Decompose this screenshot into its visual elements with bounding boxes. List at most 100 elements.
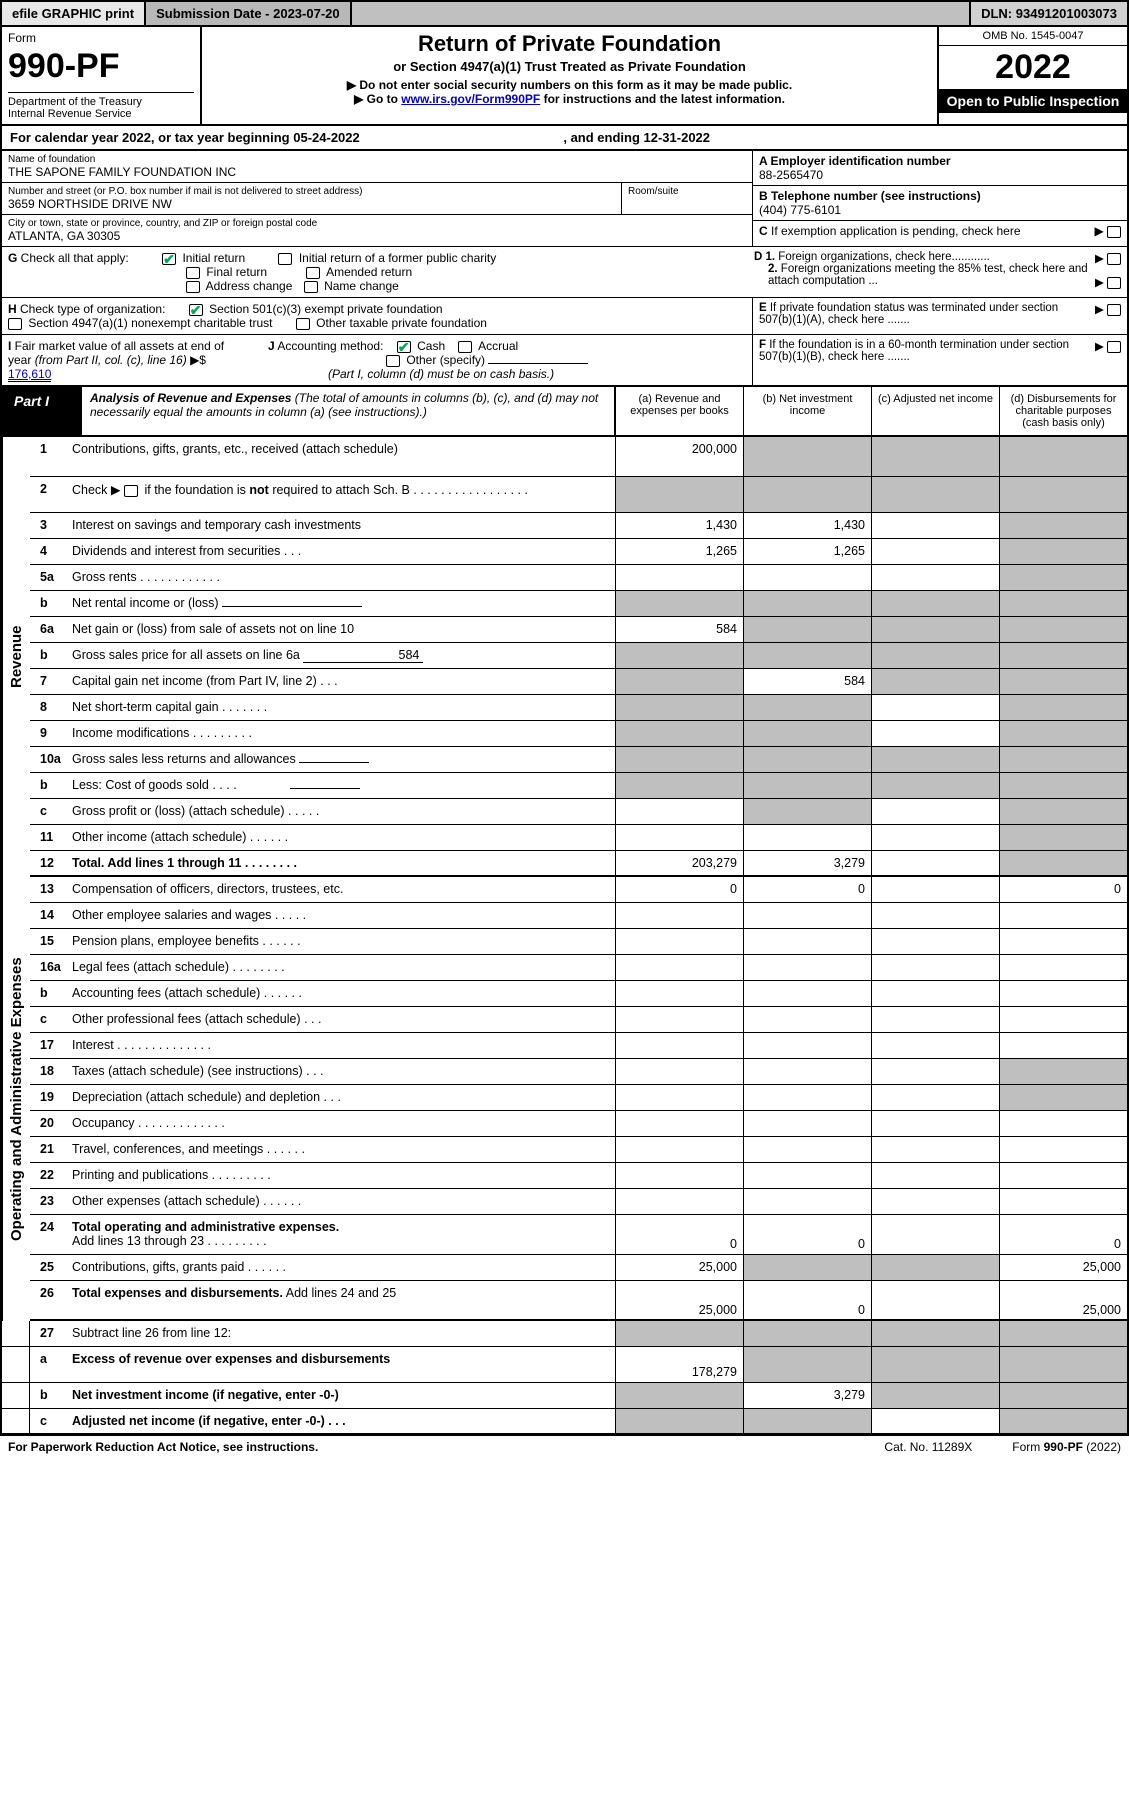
revenue-sidelabel: Revenue bbox=[2, 437, 30, 877]
d2-row: 2. Foreign organizations meeting the 85%… bbox=[754, 263, 1121, 287]
chk-accrual[interactable] bbox=[458, 341, 472, 353]
chk-schb[interactable] bbox=[124, 485, 138, 497]
f-checkbox[interactable] bbox=[1107, 341, 1121, 353]
l1-b bbox=[743, 437, 871, 476]
l1-c bbox=[871, 437, 999, 476]
d1-checkbox[interactable] bbox=[1107, 253, 1121, 265]
chk-final[interactable] bbox=[186, 267, 200, 279]
line-21: 21Travel, conferences, and meetings . . … bbox=[30, 1137, 1127, 1163]
chk-amended[interactable] bbox=[306, 267, 320, 279]
line-16b: bAccounting fees (attach schedule) . . .… bbox=[30, 981, 1127, 1007]
form-id-block: Form 990-PF Department of the Treasury I… bbox=[2, 27, 202, 124]
lbl-cash: Cash bbox=[417, 339, 445, 353]
l12-a: 203,279 bbox=[615, 851, 743, 875]
chk-cash[interactable] bbox=[397, 341, 411, 353]
c-cell: C If exemption application is pending, c… bbox=[753, 221, 1127, 241]
subdate-btn[interactable]: Submission Date - 2023-07-20 bbox=[146, 2, 352, 25]
d2-checkbox[interactable] bbox=[1107, 277, 1121, 289]
l26-b: 0 bbox=[743, 1281, 871, 1319]
chk-initial-former[interactable] bbox=[278, 253, 292, 265]
phone-val: (404) 775-6101 bbox=[759, 203, 1121, 217]
col-d-head: (d) Disbursements for charitable purpose… bbox=[999, 387, 1127, 435]
addr-val: 3659 NORTHSIDE DRIVE NW bbox=[8, 197, 615, 211]
calyear-pre: For calendar year 2022, or tax year begi… bbox=[10, 130, 293, 145]
l4-b: 1,265 bbox=[743, 539, 871, 564]
line-5b: b Net rental income or (loss) bbox=[30, 591, 1127, 617]
col-a-head: (a) Revenue and expenses per books bbox=[615, 387, 743, 435]
form-subtitle: or Section 4947(a)(1) Trust Treated as P… bbox=[214, 59, 925, 74]
line-27c: c Adjusted net income (if negative, ente… bbox=[2, 1409, 1127, 1435]
line-8: 8Net short-term capital gain . . . . . .… bbox=[30, 695, 1127, 721]
form-ref: Form 990-PF (2022) bbox=[1012, 1440, 1121, 1454]
chk-namechg[interactable] bbox=[304, 281, 318, 293]
lbl-amended: Amended return bbox=[326, 265, 412, 279]
form-title: Return of Private Foundation bbox=[214, 31, 925, 57]
phone-cell: B Telephone number (see instructions) (4… bbox=[753, 186, 1127, 221]
subdate-label: Submission Date - bbox=[156, 6, 273, 21]
calendar-year-row: For calendar year 2022, or tax year begi… bbox=[0, 126, 1129, 149]
line-12: 12 Total. Add lines 1 through 11 . . . .… bbox=[30, 851, 1127, 877]
l6a-a: 584 bbox=[615, 617, 743, 642]
calyear-end: 12-31-2022 bbox=[644, 130, 711, 145]
j-note: (Part I, column (d) must be on cash basi… bbox=[328, 367, 554, 381]
calyear-mid: , and ending bbox=[560, 130, 644, 145]
lbl-initial-former: Initial return of a former public charit… bbox=[299, 251, 496, 265]
city-val: ATLANTA, GA 30305 bbox=[8, 229, 746, 243]
chk-4947[interactable] bbox=[8, 318, 22, 330]
ij-row: I Fair market value of all assets at end… bbox=[0, 335, 1129, 387]
chk-addrchg[interactable] bbox=[186, 281, 200, 293]
open-to-public: Open to Public Inspection bbox=[939, 89, 1127, 113]
irs-link[interactable]: www.irs.gov/Form990PF bbox=[401, 92, 540, 106]
l27b-b: 3,279 bbox=[743, 1383, 871, 1408]
form-note1: ▶ Do not enter social security numbers o… bbox=[214, 78, 925, 92]
line-20: 20Occupancy . . . . . . . . . . . . . bbox=[30, 1111, 1127, 1137]
chk-501c3[interactable] bbox=[189, 304, 203, 316]
topbar: efile GRAPHIC print Submission Date - 20… bbox=[0, 0, 1129, 27]
chk-other-method[interactable] bbox=[386, 355, 400, 367]
lbl-namechg: Name change bbox=[324, 279, 399, 293]
name-label: Name of foundation bbox=[8, 154, 746, 165]
l26-a: 25,000 bbox=[615, 1281, 743, 1319]
l3-a: 1,430 bbox=[615, 513, 743, 538]
fmv-link[interactable]: 176,610 bbox=[8, 367, 51, 382]
dept: Department of the Treasury Internal Reve… bbox=[8, 92, 194, 120]
city-label: City or town, state or province, country… bbox=[8, 218, 746, 229]
col-c-head: (c) Adjusted net income bbox=[871, 387, 999, 435]
f-cell: ▶ F If the foundation is in a 60-month t… bbox=[752, 335, 1127, 385]
efile-btn[interactable]: efile GRAPHIC print bbox=[2, 2, 146, 25]
line-14: 14Other employee salaries and wages . . … bbox=[30, 903, 1127, 929]
note2-post: for instructions and the latest informat… bbox=[540, 92, 785, 106]
cat-number: Cat. No. 11289X bbox=[884, 1440, 972, 1454]
omb-number: OMB No. 1545-0047 bbox=[939, 27, 1127, 46]
line-10a: 10a Gross sales less returns and allowan… bbox=[30, 747, 1127, 773]
opex-sidelabel: Operating and Administrative Expenses bbox=[2, 877, 30, 1321]
tax-year: 2022 bbox=[939, 46, 1127, 89]
lbl-other-tax: Other taxable private foundation bbox=[316, 316, 487, 330]
e-cell: ▶ E If private foundation status was ter… bbox=[752, 298, 1127, 334]
calyear-begin: 05-24-2022 bbox=[293, 130, 360, 145]
chk-initial-return[interactable] bbox=[162, 253, 176, 265]
d1-row: D 1. Foreign organizations, check here..… bbox=[754, 251, 1121, 263]
h-label: H Check type of organization: bbox=[8, 302, 165, 316]
line-6a: 6a Net gain or (loss) from sale of asset… bbox=[30, 617, 1127, 643]
l13-d: 0 bbox=[999, 877, 1127, 902]
page-footer: For Paperwork Reduction Act Notice, see … bbox=[0, 1435, 1129, 1458]
ein-label: A Employer identification number bbox=[759, 154, 1121, 168]
line-27b: b Net investment income (if negative, en… bbox=[2, 1383, 1127, 1409]
lbl-addrchg: Address change bbox=[206, 279, 293, 293]
addr-label: Number and street (or P.O. box number if… bbox=[8, 186, 615, 197]
addr-cell: Number and street (or P.O. box number if… bbox=[2, 183, 622, 215]
lbl-other-method: Other (specify) bbox=[406, 353, 485, 367]
line-25: 25Contributions, gifts, grants paid . . … bbox=[30, 1255, 1127, 1281]
dln: DLN: 93491201003073 bbox=[969, 2, 1127, 25]
line-4: 4 Dividends and interest from securities… bbox=[30, 539, 1127, 565]
c-checkbox[interactable] bbox=[1107, 226, 1121, 238]
lbl-501c3: Section 501(c)(3) exempt private foundat… bbox=[209, 302, 442, 316]
form-note2: ▶ Go to www.irs.gov/Form990PF for instru… bbox=[214, 92, 925, 106]
chk-other-tax[interactable] bbox=[296, 318, 310, 330]
lbl-4947: Section 4947(a)(1) nonexempt charitable … bbox=[28, 316, 272, 330]
form-title-block: Return of Private Foundation or Section … bbox=[202, 27, 937, 124]
e-checkbox[interactable] bbox=[1107, 304, 1121, 316]
g-label: G Check all that apply: bbox=[8, 251, 129, 265]
form-word: Form bbox=[8, 31, 194, 45]
